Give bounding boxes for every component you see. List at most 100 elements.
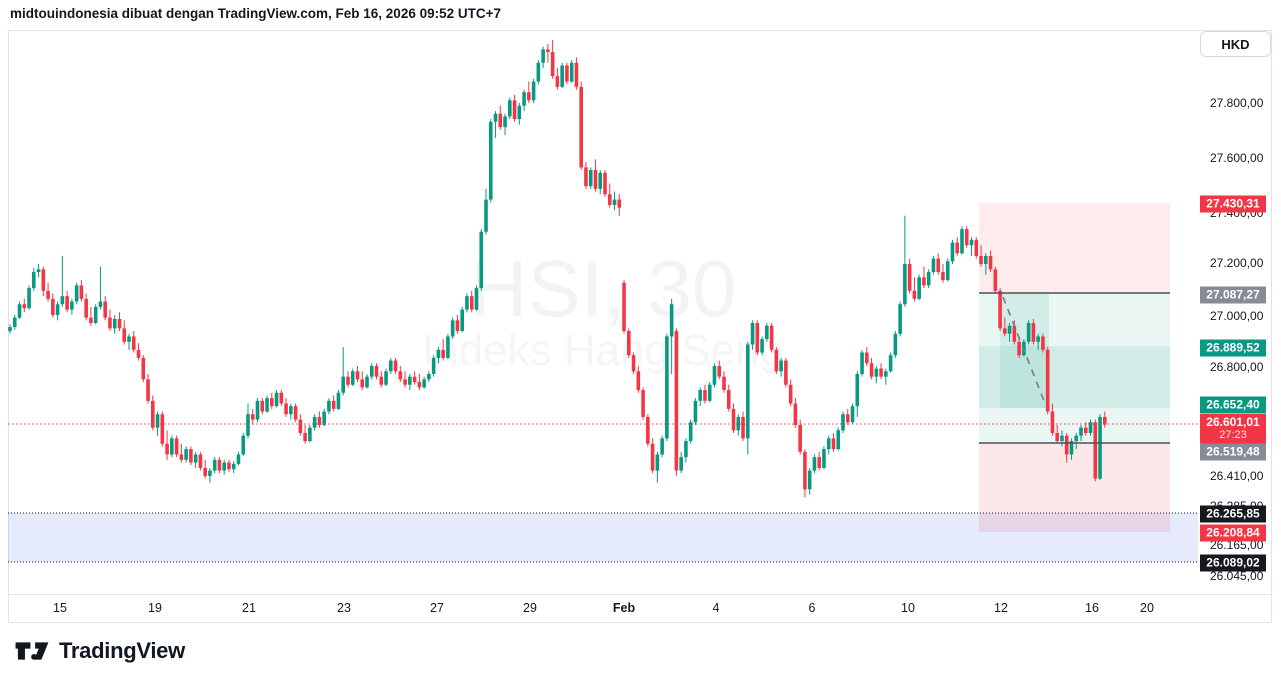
candle-body bbox=[379, 376, 384, 385]
trendline-dashed[interactable] bbox=[1002, 296, 1047, 407]
candle-body bbox=[826, 438, 831, 450]
candle-body bbox=[170, 438, 174, 455]
candle-body bbox=[455, 320, 460, 332]
time-tick-label: 19 bbox=[148, 601, 162, 615]
candle-body bbox=[355, 371, 360, 380]
candle-body bbox=[784, 360, 788, 385]
supply-zone-upper[interactable] bbox=[979, 203, 1170, 293]
price-tick-label: 27.200,00 bbox=[1210, 256, 1264, 270]
candle-body bbox=[979, 255, 983, 264]
candle-body bbox=[936, 258, 940, 273]
time-tick-label: 21 bbox=[242, 601, 256, 615]
candle-body bbox=[903, 263, 907, 305]
candle-body bbox=[350, 371, 355, 385]
candle-body bbox=[446, 336, 450, 358]
candle-body bbox=[384, 371, 388, 385]
candle-body bbox=[612, 199, 617, 205]
axis-bottom-border bbox=[8, 622, 1272, 623]
candle-body bbox=[760, 339, 764, 353]
candle-body bbox=[312, 416, 317, 428]
candle-body bbox=[879, 368, 883, 377]
candle-body bbox=[774, 349, 779, 372]
candle-body bbox=[988, 255, 993, 270]
candle-body bbox=[1041, 336, 1045, 350]
candle-body bbox=[369, 365, 374, 377]
candle-body bbox=[193, 454, 198, 463]
candle-body bbox=[560, 65, 564, 87]
demand-zone-teal-base[interactable] bbox=[979, 293, 1170, 443]
candle-body bbox=[765, 325, 769, 340]
candle-body bbox=[146, 379, 150, 401]
time-tick-label: 4 bbox=[712, 601, 720, 615]
candle-body bbox=[746, 344, 750, 439]
candle-body bbox=[1060, 435, 1064, 442]
candle-body bbox=[136, 349, 141, 358]
candle-body bbox=[1031, 323, 1036, 342]
candle-body bbox=[469, 296, 474, 310]
candle-body bbox=[460, 309, 464, 332]
candle-body bbox=[408, 376, 412, 385]
price-level-badge: 26.208,84 bbox=[1200, 524, 1266, 542]
candle-body bbox=[617, 199, 622, 208]
price-level-badge: 26.601,01 27:23 bbox=[1200, 414, 1266, 444]
candle-body bbox=[17, 304, 22, 318]
candle-body bbox=[917, 277, 921, 299]
candle-body bbox=[227, 462, 231, 470]
supply-zone-lower[interactable] bbox=[979, 443, 1170, 532]
candle-body bbox=[741, 416, 745, 439]
candle-body bbox=[512, 100, 517, 120]
candle-body bbox=[788, 384, 793, 404]
support-band[interactable] bbox=[8, 513, 1198, 562]
candle-body bbox=[293, 406, 298, 420]
candle-body bbox=[588, 170, 593, 187]
candle-body bbox=[508, 100, 512, 117]
candle-body bbox=[1007, 325, 1012, 334]
candle-body bbox=[569, 62, 574, 82]
candle-body bbox=[436, 349, 441, 358]
candle-body bbox=[165, 443, 169, 455]
candle-body bbox=[346, 376, 350, 385]
candle-body bbox=[279, 392, 284, 404]
candle-body bbox=[27, 288, 31, 309]
candle-body bbox=[36, 269, 41, 273]
candle-body bbox=[498, 113, 503, 128]
candle-body bbox=[574, 62, 579, 87]
candle-body bbox=[798, 424, 802, 452]
candle-body bbox=[993, 269, 998, 291]
time-tick-label: 6 bbox=[808, 601, 816, 615]
price-level-badge: 27.430,31 bbox=[1200, 195, 1266, 213]
candle-body bbox=[603, 172, 607, 195]
candle-body bbox=[779, 360, 783, 372]
candle-body bbox=[208, 470, 212, 476]
candle-body bbox=[717, 365, 722, 377]
candle-body bbox=[265, 398, 269, 412]
candle-body bbox=[274, 392, 279, 407]
candle-body bbox=[79, 285, 84, 299]
candle-body bbox=[593, 170, 598, 189]
currency-button[interactable]: HKD bbox=[1200, 31, 1271, 57]
candle-body bbox=[555, 76, 560, 87]
candle-body bbox=[284, 403, 288, 415]
candle-body bbox=[503, 116, 507, 128]
candle-body bbox=[712, 365, 717, 385]
candle-body bbox=[522, 92, 526, 106]
candle-body bbox=[108, 317, 112, 329]
candle-body bbox=[236, 454, 241, 464]
candle-body bbox=[622, 282, 626, 332]
candle-body bbox=[341, 376, 345, 393]
candle-body bbox=[674, 331, 679, 471]
candle-body bbox=[665, 336, 669, 439]
candle-body bbox=[531, 81, 536, 101]
candle-body bbox=[412, 376, 417, 383]
candle-body bbox=[607, 194, 612, 205]
tradingview-logo[interactable]: TradingView bbox=[14, 638, 185, 664]
candle-body bbox=[112, 318, 117, 329]
candle-body bbox=[536, 62, 541, 82]
candle-body bbox=[1093, 422, 1098, 479]
candle-body bbox=[365, 376, 369, 388]
candle-body bbox=[726, 390, 731, 409]
demand-zone-teal-band[interactable] bbox=[979, 346, 1170, 408]
candle-body bbox=[336, 392, 341, 409]
candle-body bbox=[1050, 411, 1055, 434]
